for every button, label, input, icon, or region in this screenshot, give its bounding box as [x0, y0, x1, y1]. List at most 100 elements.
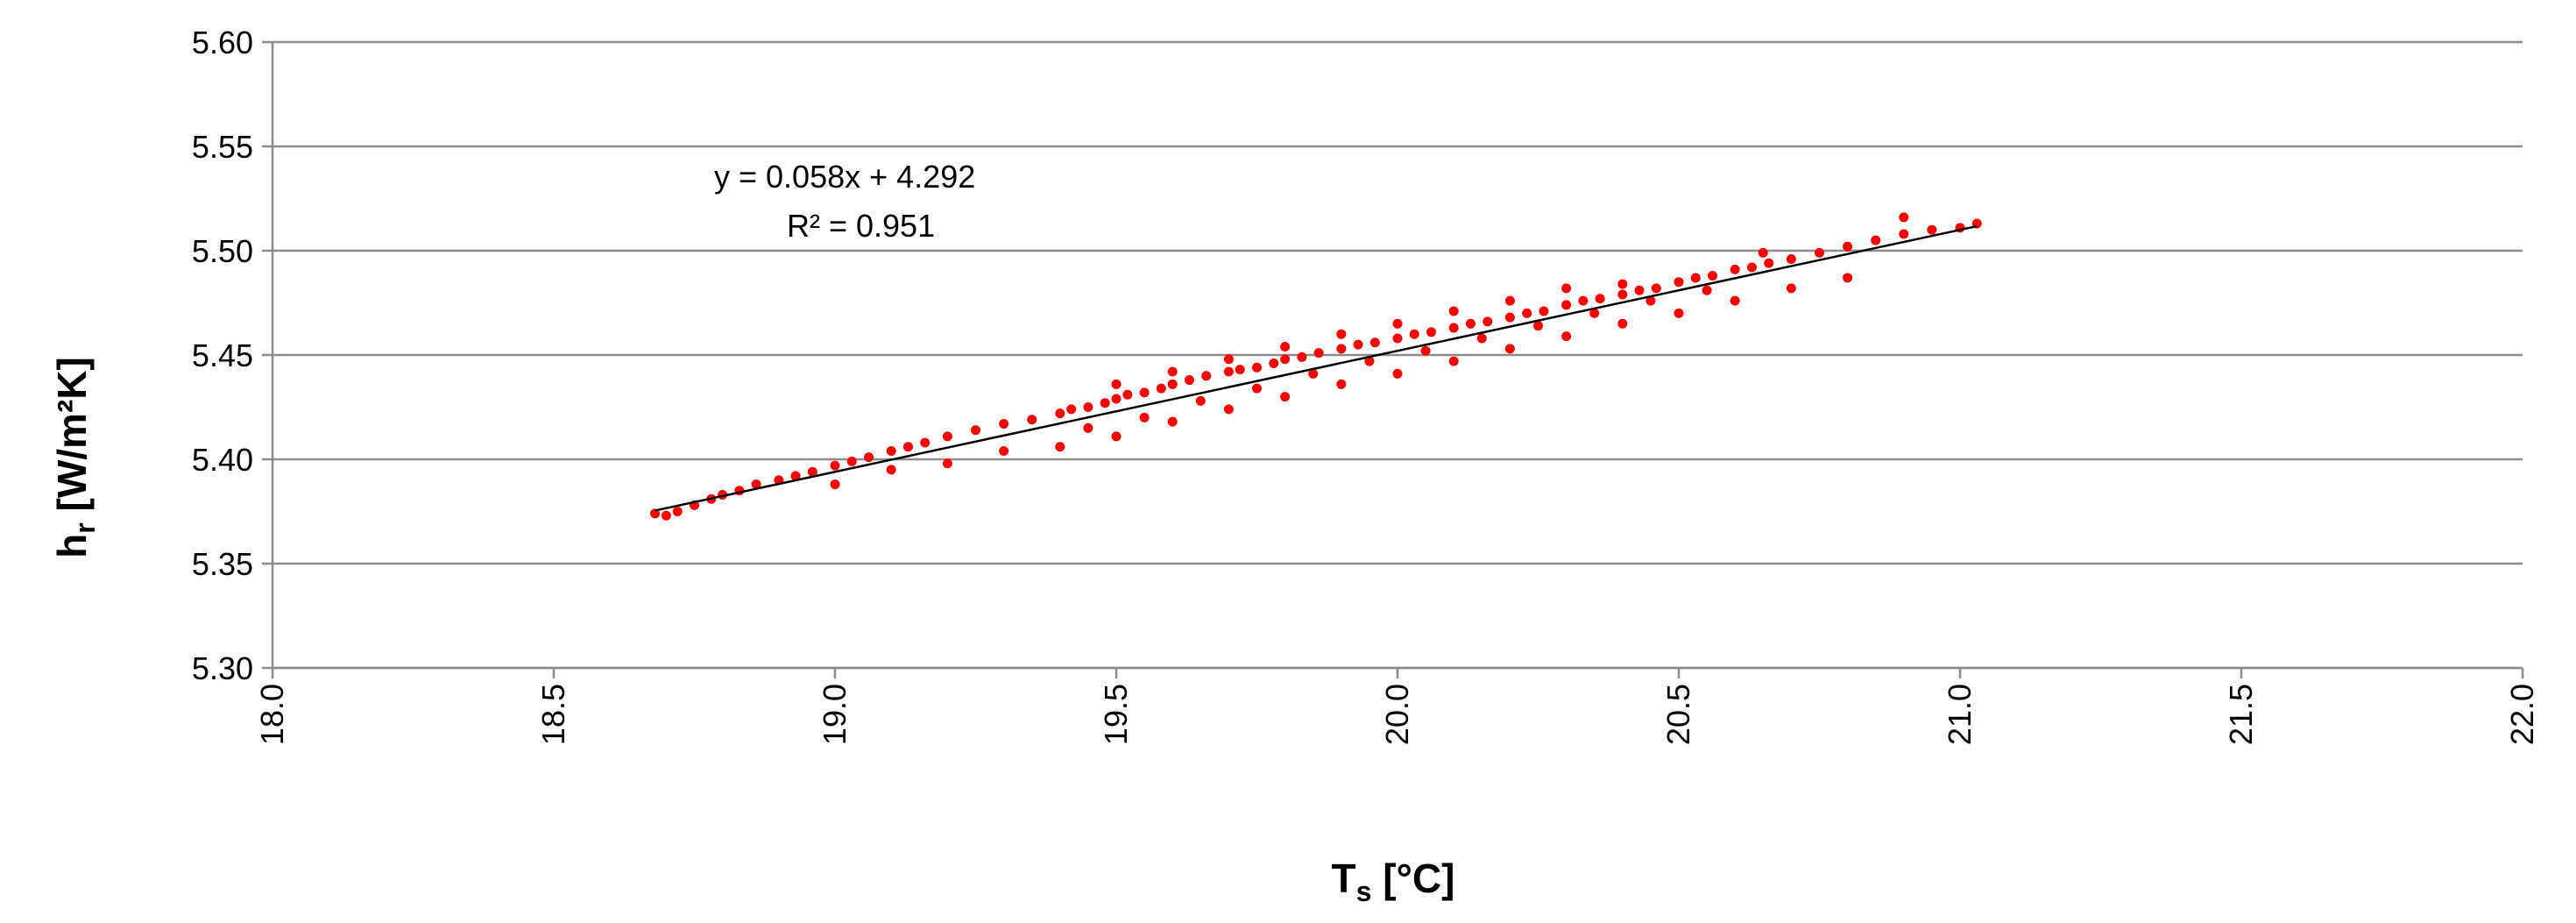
- data-point: [886, 465, 896, 475]
- data-point: [1297, 351, 1307, 362]
- data-point: [971, 425, 980, 436]
- data-point: [1313, 348, 1324, 359]
- y-tick-label: 5.55: [192, 129, 253, 165]
- data-point: [1027, 415, 1037, 425]
- y-tick-label: 5.40: [192, 442, 253, 478]
- data-point: [1758, 247, 1768, 258]
- data-point: [1235, 365, 1245, 375]
- data-point: [830, 479, 840, 490]
- data-point: [1702, 285, 1712, 295]
- data-point: [1589, 308, 1600, 318]
- r-squared-label: R² = 0.951: [787, 208, 935, 244]
- data-point: [1843, 241, 1853, 252]
- data-point: [1111, 379, 1122, 389]
- y-tick-label: 5.30: [192, 650, 253, 686]
- x-axis-title: Ts [°C]: [1332, 856, 1455, 907]
- y-axis-title-unit: [W/m²K]: [49, 357, 95, 522]
- data-point: [1561, 300, 1572, 310]
- data-point: [999, 445, 1009, 456]
- data-point: [1815, 247, 1824, 258]
- data-point: [1139, 412, 1150, 422]
- data-points: [650, 212, 1982, 521]
- data-point: [1504, 312, 1515, 323]
- data-point: [1184, 375, 1194, 386]
- data-point: [1364, 356, 1375, 366]
- data-point: [1617, 279, 1628, 289]
- data-point: [1746, 262, 1757, 273]
- data-point: [1223, 354, 1234, 365]
- data-point: [1764, 258, 1774, 268]
- data-point: [1448, 323, 1459, 333]
- data-point: [1122, 389, 1133, 400]
- data-point: [672, 507, 683, 516]
- data-point: [1504, 295, 1515, 306]
- y-tick-label: 5.60: [192, 25, 253, 60]
- data-point: [1167, 416, 1178, 427]
- data-point: [1533, 321, 1543, 331]
- trendline-line: [655, 224, 1978, 512]
- data-point: [920, 437, 931, 448]
- data-point: [1426, 327, 1437, 337]
- data-point: [1369, 337, 1380, 348]
- data-point: [1336, 344, 1347, 354]
- data-point: [1055, 442, 1065, 452]
- trendline: [655, 224, 1978, 512]
- data-point: [1111, 394, 1122, 404]
- data-point: [1195, 395, 1206, 406]
- data-point: [1899, 212, 1909, 223]
- data-point: [1100, 398, 1110, 408]
- data-point: [1843, 273, 1853, 283]
- data-point: [1083, 422, 1093, 433]
- x-tick-label: 21.0: [1942, 684, 1978, 745]
- data-point: [1392, 368, 1403, 379]
- data-point: [790, 471, 801, 481]
- x-tick-label: 18.5: [535, 684, 571, 745]
- x-tick-label: 18.0: [254, 684, 290, 745]
- y-tick-label: 5.35: [192, 546, 253, 582]
- data-point: [1730, 264, 1740, 274]
- y-axis-title: hr [W/m²K]: [49, 357, 101, 558]
- data-point: [1899, 229, 1909, 239]
- data-point: [1595, 294, 1605, 304]
- data-point: [999, 419, 1009, 430]
- data-point: [1139, 387, 1150, 398]
- data-point: [1308, 368, 1319, 379]
- data-point: [1201, 371, 1212, 381]
- data-point: [1280, 354, 1291, 365]
- data-point: [1336, 379, 1347, 389]
- data-point: [1167, 366, 1178, 377]
- data-point: [846, 456, 857, 466]
- data-point: [1252, 383, 1262, 394]
- y-axis-title-group: hr [W/m²K]: [49, 357, 101, 558]
- data-point: [864, 452, 874, 463]
- x-tick-label: 20.0: [1379, 684, 1415, 745]
- data-point: [1674, 308, 1684, 318]
- data-point: [1617, 318, 1628, 329]
- data-point: [1336, 329, 1347, 339]
- data-point: [1392, 318, 1403, 329]
- x-axis-title-subscript: s: [1356, 876, 1372, 907]
- data-point: [1448, 356, 1459, 366]
- x-axis-title-main: T: [1332, 856, 1356, 901]
- data-point: [1786, 283, 1796, 294]
- data-point: [1634, 285, 1645, 295]
- data-point: [902, 442, 913, 452]
- data-point: [1280, 392, 1291, 402]
- x-tick-label: 21.5: [2223, 684, 2259, 745]
- data-point: [1561, 283, 1572, 294]
- data-point: [751, 479, 761, 490]
- data-point: [1786, 254, 1796, 265]
- trendline-equation: y = 0.058x + 4.292: [714, 159, 975, 195]
- data-point: [1617, 289, 1628, 300]
- data-point: [1522, 308, 1532, 318]
- data-point: [1111, 431, 1122, 442]
- data-point: [1465, 318, 1476, 329]
- data-point: [1578, 295, 1589, 306]
- data-point: [886, 445, 896, 456]
- data-point: [1420, 345, 1431, 356]
- data-point: [661, 510, 671, 521]
- y-axis-title-main: h: [49, 534, 95, 558]
- grid-lines: [272, 40, 2523, 670]
- y-axis-title-subscript: r: [69, 522, 101, 533]
